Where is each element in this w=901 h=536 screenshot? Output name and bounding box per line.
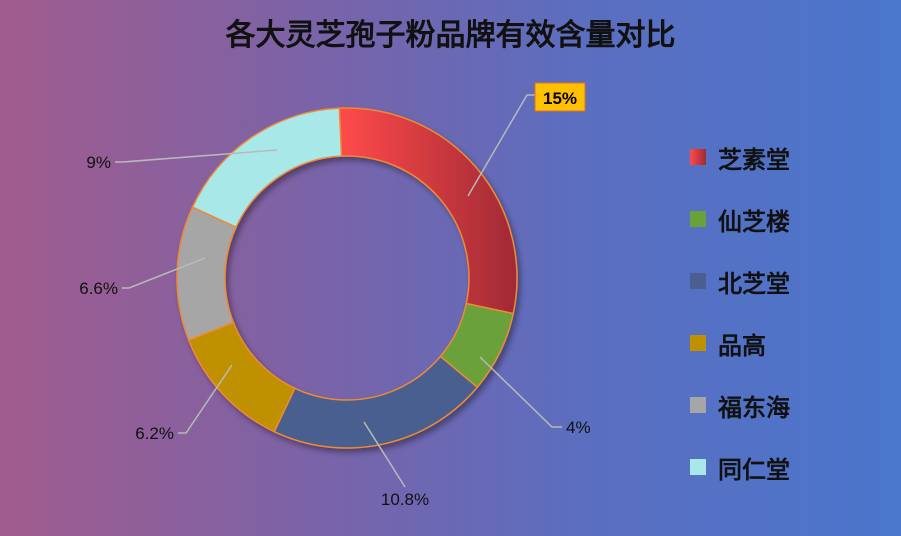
legend-item-3: 北芝堂 [690,250,790,312]
legend-label: 同仁堂 [718,454,790,484]
legend-swatch [690,149,706,165]
legend-item-2: 仙芝楼 [690,188,790,250]
leader-line-3 [363,421,406,488]
leader-line-1 [467,94,537,197]
slice-4 [187,321,296,433]
doughnut-slices [176,107,518,449]
leader-line-2 [479,356,562,428]
slice-6 [191,107,343,229]
legend-item-6: 同仁堂 [690,436,790,498]
legend-swatch [690,335,706,351]
slice-1 [338,107,518,315]
legend-swatch [690,211,706,227]
legend-label: 仙芝楼 [718,206,790,236]
data-label-4: 6.2% [135,424,174,443]
leader-line-6 [115,149,278,163]
data-label-6: 9% [86,153,111,172]
leader-lines [115,94,562,488]
legend-item-1: 芝素堂 [690,126,790,188]
data-label-3: 10.8% [381,490,429,509]
legend-item-5: 福东海 [690,374,790,436]
legend-label: 北芝堂 [718,268,790,298]
legend-item-4: 品高 [690,312,790,374]
legend-label: 品高 [718,330,766,360]
chart-title: 各大灵芝孢子粉品牌有效含量对比 [225,18,676,53]
legend-swatch [690,273,706,289]
highlight-label-box [534,82,586,112]
data-labels: 15% 4% 10.8% 6.2% 6.6% 9% [79,82,591,509]
leader-line-4 [178,364,233,434]
legend-swatch [690,397,706,413]
slice-3 [273,355,479,449]
legend-label: 福东海 [718,392,790,422]
legend-swatch [690,459,706,475]
data-label-5: 6.6% [79,279,118,298]
legend: 芝素堂仙芝楼北芝堂品高福东海同仁堂 [690,126,790,498]
data-label-1: 15% [543,89,577,108]
legend-label: 芝素堂 [718,144,790,174]
data-label-2: 4% [566,418,591,437]
slice-5 [176,206,238,342]
leader-line-5 [122,257,206,289]
